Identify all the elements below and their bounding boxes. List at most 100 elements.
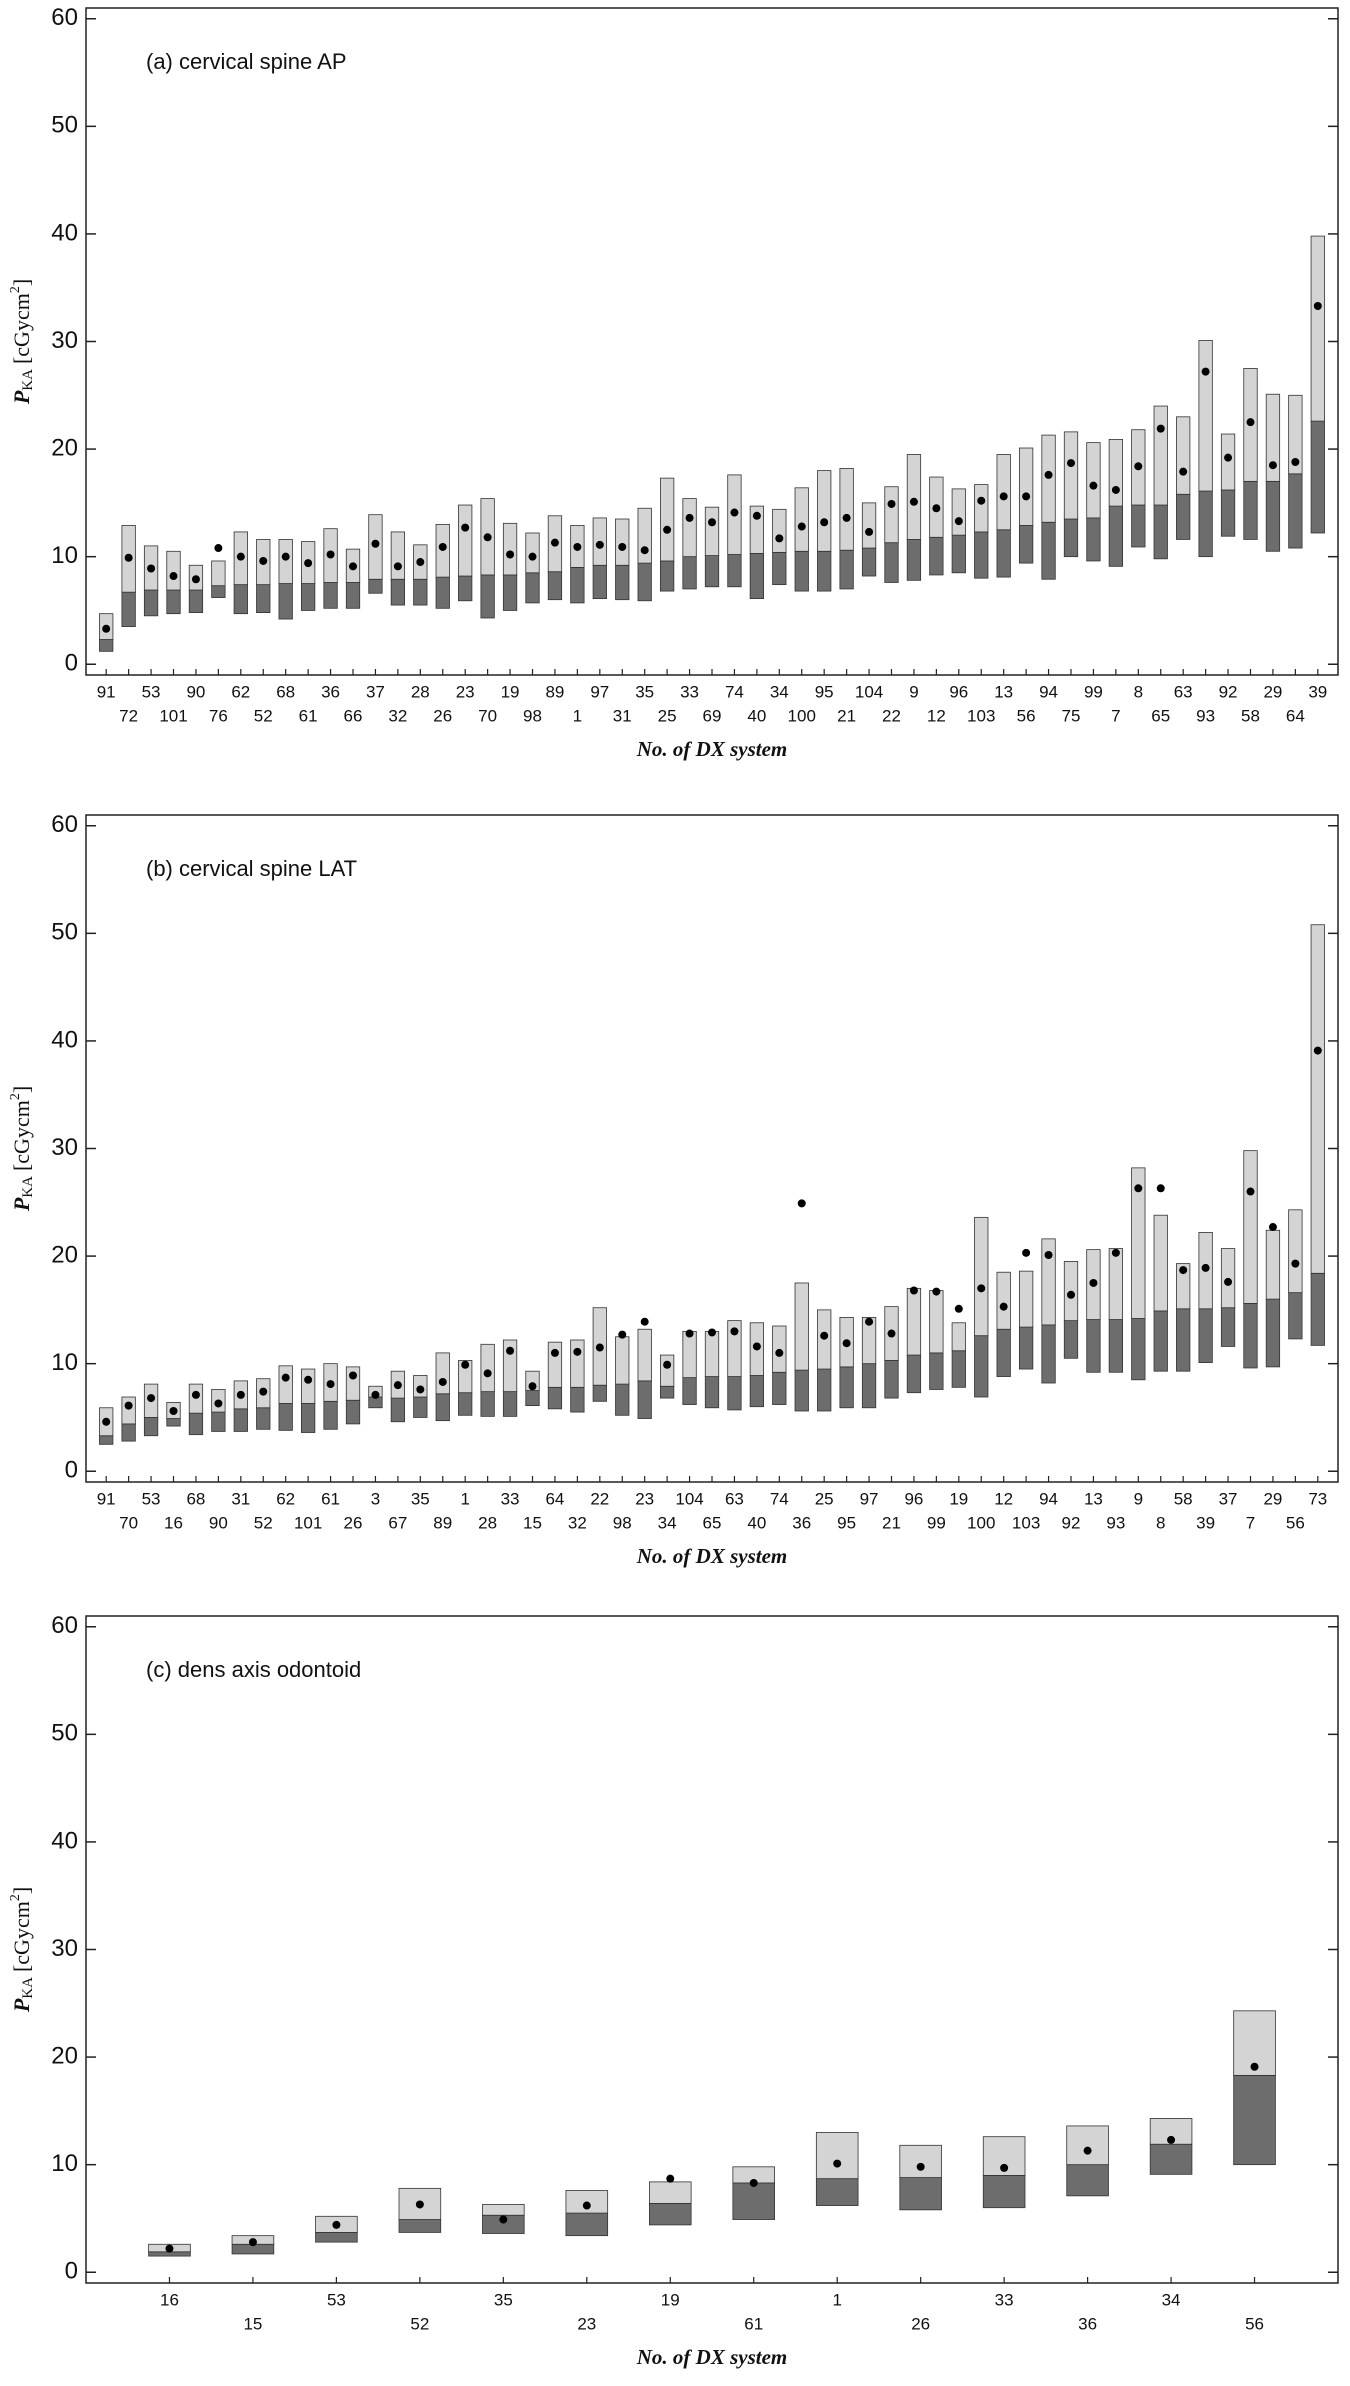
x-tick-label: 3 — [371, 1489, 380, 1508]
mean-dot — [663, 525, 672, 534]
y-tick-label: 20 — [51, 2042, 78, 2069]
mean-dot — [865, 1317, 874, 1326]
mean-dot — [236, 552, 245, 561]
x-tick-label: 103 — [1012, 1513, 1040, 1532]
bar-lower — [732, 2182, 775, 2220]
bar-lower — [839, 1366, 854, 1409]
bar-lower — [121, 1423, 136, 1442]
y-tick-label: 60 — [51, 4, 78, 31]
bar-lower — [951, 534, 966, 574]
y-title-subscript: KA — [20, 369, 36, 391]
bar-lower — [817, 1368, 832, 1412]
bar-upper — [659, 1354, 675, 1387]
bar-upper — [502, 522, 518, 576]
x-tick-label: 72 — [119, 706, 138, 725]
bar-upper — [278, 539, 293, 584]
bar-upper — [682, 498, 697, 558]
x-tick-label: 16 — [160, 2290, 179, 2309]
mean-dot — [304, 1375, 313, 1384]
bar-lower — [929, 536, 944, 576]
x-tick-label: 12 — [927, 706, 946, 725]
bar-lower — [794, 1369, 809, 1412]
bar-lower — [565, 2212, 609, 2237]
x-tick-label: 9 — [909, 682, 918, 701]
x-tick-label: 67 — [388, 1513, 407, 1532]
bar-lower — [211, 1411, 226, 1432]
bar-lower — [615, 564, 630, 601]
bar-upper — [861, 502, 877, 549]
x-tick-label: 74 — [770, 1489, 789, 1508]
x-tick-label: 25 — [658, 706, 677, 725]
x-tick-label: 64 — [1286, 706, 1305, 725]
bar-lower — [1265, 1298, 1281, 1368]
bar-lower — [1198, 1308, 1213, 1363]
x-tick-label: 96 — [904, 1489, 923, 1508]
x-tick-label: 15 — [523, 1513, 542, 1532]
y-tick-label: 40 — [51, 219, 78, 246]
x-tick-label: 96 — [949, 682, 968, 701]
x-tick-label: 56 — [1286, 1513, 1305, 1532]
bar-lower — [974, 1335, 989, 1398]
mean-dot — [730, 1327, 739, 1336]
x-tick-label: 29 — [1263, 1489, 1282, 1508]
y-title-unit: [cGycm — [9, 1100, 34, 1171]
x-tick-label: 19 — [949, 1489, 968, 1508]
bar-lower — [704, 555, 720, 588]
mean-dot — [573, 542, 582, 551]
x-tick-label: 36 — [792, 1513, 811, 1532]
x-tick-label: 52 — [254, 1513, 273, 1532]
bar-lower — [1063, 1320, 1079, 1359]
x-tick-label: 8 — [1156, 1513, 1165, 1532]
y-tick-label: 0 — [65, 1457, 78, 1484]
bar-lower — [1220, 1307, 1236, 1347]
y-title-close: ] — [9, 1086, 34, 1093]
bar-lower — [659, 1385, 675, 1399]
bar-upper — [1288, 394, 1303, 475]
bar-upper — [649, 2181, 692, 2204]
bar-lower — [772, 551, 787, 586]
y-title-unit: [cGycm — [9, 1901, 34, 1972]
x-tick-label: 58 — [1174, 1489, 1193, 1508]
mean-dot — [618, 1330, 627, 1339]
bar-upper — [1220, 433, 1236, 491]
x-tick-label: 33 — [501, 1489, 520, 1508]
x-axis-title: No. of DX system — [636, 1544, 788, 1568]
mean-dot — [191, 575, 200, 584]
x-tick-label: 62 — [276, 1489, 295, 1508]
mean-dot — [775, 1348, 784, 1357]
bar-lower — [649, 2202, 692, 2226]
mean-dot — [663, 1360, 672, 1369]
x-tick-label: 61 — [299, 706, 318, 725]
bar-upper — [1265, 1229, 1281, 1300]
mean-dot — [842, 1339, 851, 1348]
bar-lower — [525, 1390, 540, 1407]
bar-lower — [884, 1360, 899, 1399]
mean-dot — [842, 513, 851, 522]
mean-dot — [349, 1371, 358, 1380]
x-tick-label: 53 — [142, 1489, 161, 1508]
y-tick-label: 60 — [51, 811, 78, 838]
mean-dot — [1134, 462, 1143, 471]
x-tick-label: 62 — [231, 682, 250, 701]
bar-upper — [1108, 438, 1124, 507]
bar-lower — [368, 578, 383, 594]
x-tick-label: 37 — [1219, 1489, 1238, 1508]
bar-lower — [300, 583, 316, 611]
bar-upper — [637, 507, 652, 564]
bar-lower — [982, 2175, 1026, 2209]
mean-dot — [797, 1199, 806, 1208]
x-tick-label: 69 — [703, 706, 722, 725]
mean-dot — [1134, 1184, 1143, 1193]
x-tick-label: 13 — [994, 682, 1013, 701]
bar-lower — [143, 589, 159, 617]
x-tick-label: 90 — [209, 1513, 228, 1532]
mean-dot — [1313, 301, 1322, 310]
bar-lower — [884, 542, 899, 583]
bar-lower — [1310, 1272, 1325, 1346]
mean-dot — [1044, 1251, 1053, 1260]
mean-dot — [528, 1382, 537, 1391]
mean-dot — [999, 1302, 1008, 1311]
bar-upper — [884, 486, 899, 544]
bar-upper — [794, 1282, 809, 1371]
bar-upper — [861, 1317, 877, 1365]
